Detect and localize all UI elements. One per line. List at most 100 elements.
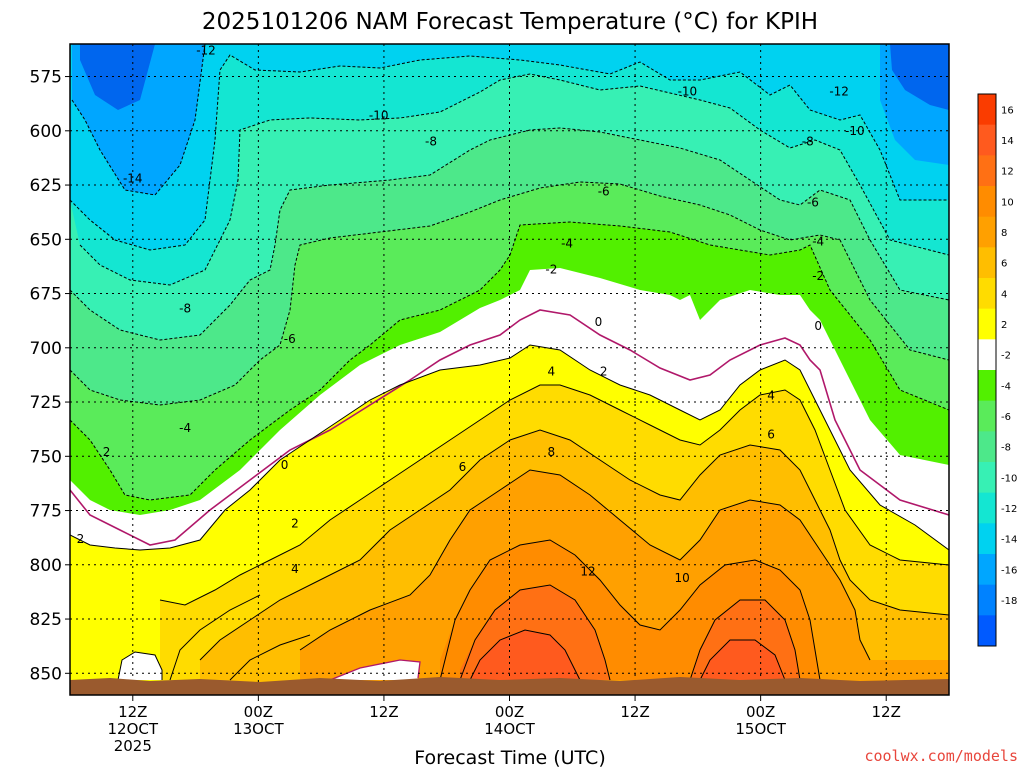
y-tick-label: 575 (30, 68, 62, 88)
isotherm-lines (70, 44, 949, 681)
temperature-bands (70, 44, 949, 695)
y-axis: 575 600 625 650 675 700 725 750 775 800 825 850 (30, 68, 70, 684)
x-tick-label: 2025 (114, 737, 152, 755)
colorbar-swatch (978, 216, 996, 248)
contour-label: -10 (678, 85, 698, 99)
isotherm-neg10 (70, 54, 949, 251)
y-tick-label: 650 (30, 230, 62, 250)
y-tick-label: 800 (30, 556, 62, 576)
y-tick-label: 725 (30, 393, 62, 413)
x-tick-label: 13OCT (233, 720, 284, 738)
colorbar-label: 14 (1001, 136, 1014, 147)
contour-label: -2 (545, 263, 557, 277)
x-tick-label: 00Z (244, 703, 273, 721)
isotherm-neg2 (70, 221, 949, 501)
colorbar-swatch (978, 462, 996, 494)
contour-label: -12 (829, 85, 849, 99)
contour-label: 6 (767, 428, 775, 442)
x-axis-label: Forecast Time (UTC) (414, 747, 605, 768)
colorbar-swatch (978, 155, 996, 187)
x-tick-label: 12OCT (108, 720, 159, 738)
contour-label: -14 (123, 172, 143, 186)
contour-label: -10 (845, 124, 865, 138)
isotherm-neg4 (70, 181, 949, 406)
credit-text: coolwx.com/models (864, 747, 1018, 765)
colorbar-label: -6 (1001, 412, 1011, 423)
contour-label: -6 (807, 195, 819, 209)
colorbar-swatch (978, 94, 996, 126)
isotherm-6 (199, 429, 949, 661)
chart-title: 2025101206 NAM Forecast Temperature (°C)… (202, 9, 818, 35)
contour-label: -8 (802, 135, 814, 149)
colorbar-swatch (978, 186, 996, 218)
contour-label: 4 (548, 365, 556, 379)
colorbar-label: 2 (1001, 320, 1007, 331)
contour-label: -4 (812, 234, 824, 248)
colorbar-swatch (978, 492, 996, 524)
colorbar-label: 16 (1001, 105, 1014, 116)
contour-label: -6 (598, 185, 610, 199)
contour-label: -8 (425, 135, 437, 149)
colorbar-label: -14 (1001, 535, 1017, 546)
x-tick-label: 12Z (620, 703, 649, 721)
contour-label: 4 (767, 389, 775, 403)
contour-label: 2 (291, 517, 299, 531)
y-tick-label: 850 (30, 664, 62, 684)
isotherm-neg8 (79, 73, 949, 286)
isotherm-neg6 (70, 127, 949, 341)
colorbar-swatch (978, 247, 996, 279)
colorbar-label: -18 (1001, 596, 1017, 607)
isotherm-14 (469, 629, 786, 681)
x-tick-label: 12Z (118, 703, 147, 721)
band-ground-pocket-mid (330, 660, 420, 680)
y-tick-label: 600 (30, 122, 62, 142)
colorbar-frame (977, 93, 997, 647)
colorbar-label: -16 (1001, 565, 1017, 576)
contour-label: -10 (369, 109, 389, 123)
colorbar-swatch (978, 554, 996, 586)
contour-label: -4 (561, 237, 573, 251)
colorbar-swatch (978, 523, 996, 555)
colorbar-swatch (978, 584, 996, 616)
contour-label: 0 (595, 315, 603, 329)
contour-label: -12 (196, 44, 216, 58)
isotherm-0 (70, 309, 949, 546)
band-ground-pocket-left (118, 652, 162, 680)
colorbar-label: 12 (1001, 167, 1014, 178)
contour-label: 0 (814, 319, 822, 333)
y-tick-label: 700 (30, 339, 62, 359)
y-tick-label: 625 (30, 176, 62, 196)
contour-label: -8 (179, 302, 191, 316)
contour-label: 2 (103, 445, 111, 459)
colorbar-swatch (978, 278, 996, 310)
x-tick-label: 12Z (872, 703, 901, 721)
y-tick-label: 675 (30, 285, 62, 305)
colorbar-swatch (978, 124, 996, 156)
x-tick-label: 00Z (746, 703, 775, 721)
isotherm-low-left-a (169, 594, 261, 681)
colorbar-label: 8 (1001, 228, 1007, 239)
colorbar-swatch (978, 339, 996, 371)
contour-label: -4 (179, 421, 191, 435)
y-tick-label: 775 (30, 502, 62, 522)
ground-surface (70, 677, 949, 695)
contour-label: 8 (548, 445, 556, 459)
y-tick-label: 825 (30, 610, 62, 630)
contour-label: 2 (77, 532, 85, 546)
colorbar: 16 14 12 10 8 6 4 2 -2 -4 -6 -8 -10 -12 -14 -16 -18 (977, 93, 1017, 647)
colorbar-label: -12 (1001, 504, 1017, 515)
colorbar-label: 4 (1001, 289, 1007, 300)
colorbar-swatch (978, 615, 996, 647)
contour-label: 4 (291, 562, 299, 576)
isotherm-8 (299, 469, 871, 661)
contour-label: -2 (812, 269, 824, 283)
isotherm-4 (159, 384, 949, 606)
colorbar-swatch (978, 308, 996, 340)
isotherm-low-left-b (229, 634, 311, 681)
isotherm-12 (459, 584, 801, 681)
x-tick-label: 00Z (495, 703, 524, 721)
contour-labels: -12 -10 -8 -6 -4 -2 0 2 4 6 8 10 12 -14 -8 -6 -4 2 0 2 4 2 -10… (77, 44, 865, 585)
colorbar-label: -10 (1001, 473, 1017, 484)
